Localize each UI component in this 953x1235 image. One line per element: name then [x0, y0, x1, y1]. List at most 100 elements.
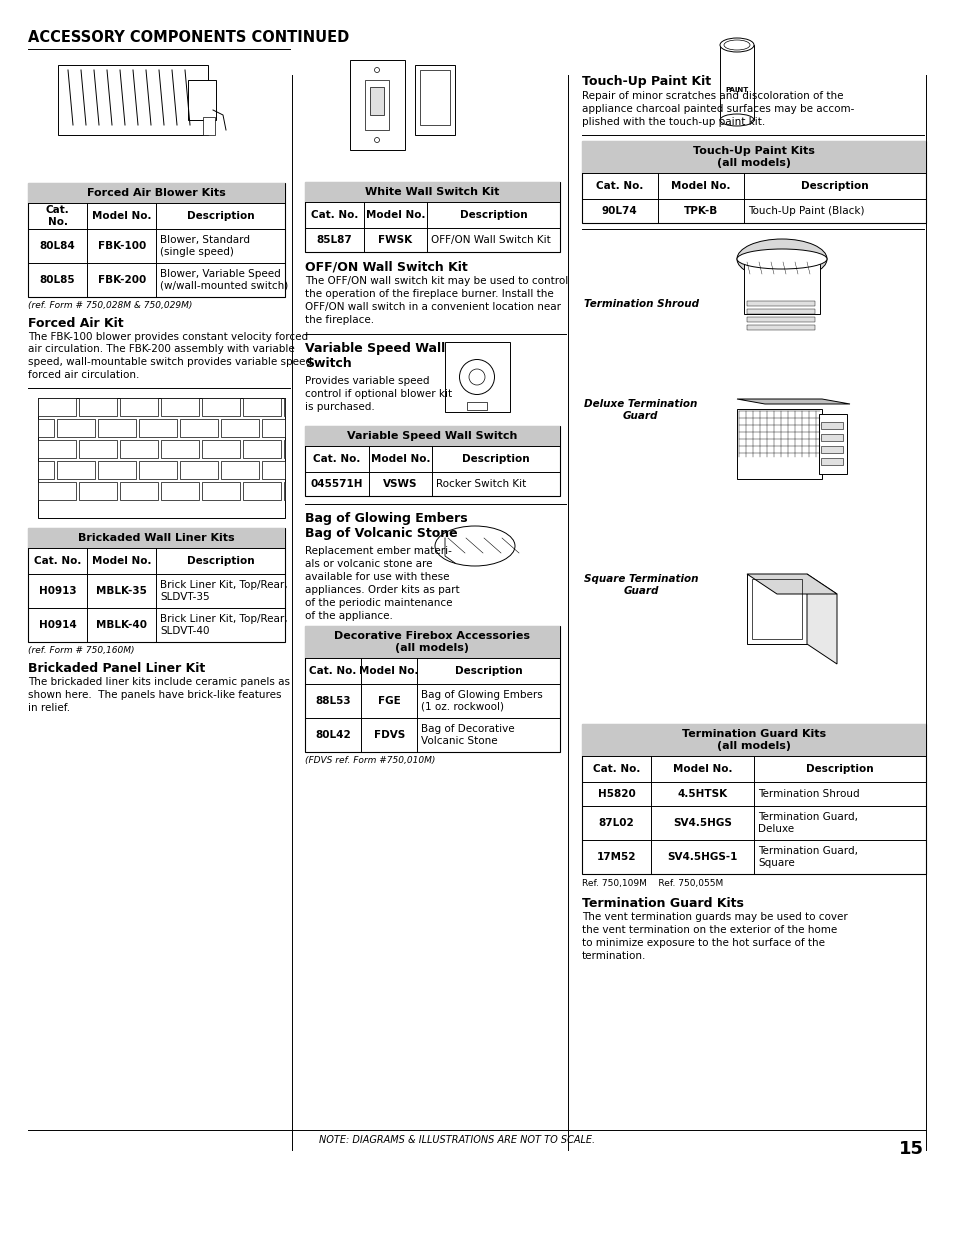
Bar: [818, 414, 846, 474]
Text: 17M52: 17M52: [596, 852, 636, 862]
Text: Cat. No.: Cat. No.: [592, 764, 639, 774]
Text: of the appliance.: of the appliance.: [305, 611, 393, 621]
Text: Model No.: Model No.: [359, 666, 418, 676]
Text: MBLK-40: MBLK-40: [96, 620, 147, 630]
Text: Touch-Up Paint (Black): Touch-Up Paint (Black): [747, 206, 863, 216]
Text: Decorative Firebox Accessories
(all models): Decorative Firebox Accessories (all mode…: [335, 631, 530, 653]
Text: Bag of Decorative
Volcanic Stone: Bag of Decorative Volcanic Stone: [421, 724, 515, 746]
Bar: [746, 317, 814, 322]
Text: (FDVS ref. Form #750,010M): (FDVS ref. Form #750,010M): [305, 756, 435, 764]
Text: Repair of minor scratches and discoloration of the: Repair of minor scratches and discolorat…: [581, 91, 842, 101]
Bar: [203, 117, 214, 135]
Bar: [243, 398, 281, 416]
Ellipse shape: [375, 137, 379, 142]
Text: Cat. No.: Cat. No.: [313, 454, 360, 464]
Bar: [821, 422, 842, 429]
Bar: [161, 482, 199, 500]
Text: Termination Shroud: Termination Shroud: [758, 789, 859, 799]
Text: is purchased.: is purchased.: [305, 403, 375, 412]
Text: appliances. Order kits as part: appliances. Order kits as part: [305, 585, 459, 595]
Bar: [415, 65, 455, 135]
Bar: [139, 461, 177, 479]
Text: Cat. No.: Cat. No.: [596, 182, 643, 191]
Text: H0913: H0913: [39, 585, 76, 597]
Bar: [38, 419, 54, 437]
Text: 80L84: 80L84: [40, 241, 75, 251]
Text: PAINT: PAINT: [724, 86, 748, 93]
Bar: [120, 482, 158, 500]
Text: plished with the touch-up paint kit.: plished with the touch-up paint kit.: [581, 117, 764, 127]
Text: 85L87: 85L87: [316, 235, 352, 245]
Text: FDVS: FDVS: [374, 730, 404, 740]
Text: Square Termination
Guard: Square Termination Guard: [583, 574, 698, 595]
Text: Rocker Switch Kit: Rocker Switch Kit: [436, 479, 526, 489]
Text: the vent termination on the exterior of the home: the vent termination on the exterior of …: [581, 925, 837, 935]
Text: OFF/ON wall switch in a convenient location near: OFF/ON wall switch in a convenient locat…: [305, 303, 560, 312]
Polygon shape: [737, 399, 849, 404]
Bar: [305, 626, 559, 752]
Text: air circulation. The FBK-200 assembly with variable: air circulation. The FBK-200 assembly wi…: [28, 345, 294, 354]
Bar: [305, 182, 559, 252]
Text: 88L53: 88L53: [314, 697, 351, 706]
Bar: [38, 398, 285, 517]
Text: The brickaded liner kits include ceramic panels as: The brickaded liner kits include ceramic…: [28, 677, 290, 687]
Bar: [28, 529, 285, 642]
Ellipse shape: [737, 249, 826, 269]
Text: Forced Air Kit: Forced Air Kit: [28, 317, 124, 330]
Text: Cat. No.: Cat. No.: [311, 210, 357, 220]
Text: termination.: termination.: [581, 951, 646, 961]
Bar: [305, 182, 559, 203]
Bar: [581, 724, 925, 874]
Bar: [262, 419, 285, 437]
Bar: [28, 529, 285, 548]
Text: Model No.: Model No.: [91, 211, 152, 221]
Bar: [188, 80, 215, 120]
Text: 87L02: 87L02: [598, 818, 634, 827]
Bar: [79, 482, 117, 500]
Bar: [284, 398, 285, 416]
Bar: [581, 141, 925, 224]
Bar: [305, 426, 559, 446]
Ellipse shape: [720, 114, 753, 126]
Text: to minimize exposure to the hot surface of the: to minimize exposure to the hot surface …: [581, 939, 824, 948]
Polygon shape: [806, 574, 836, 664]
Ellipse shape: [469, 369, 484, 385]
Text: Variable Speed Wall Switch: Variable Speed Wall Switch: [347, 431, 517, 441]
Bar: [202, 398, 240, 416]
Bar: [737, 409, 821, 479]
Text: Termination Shroud: Termination Shroud: [583, 299, 699, 309]
Text: OFF/ON Wall Switch Kit: OFF/ON Wall Switch Kit: [431, 235, 551, 245]
Bar: [243, 440, 281, 458]
Bar: [57, 461, 95, 479]
Text: The FBK-100 blower provides constant velocity forced: The FBK-100 blower provides constant vel…: [28, 332, 308, 342]
Text: MBLK-35: MBLK-35: [96, 585, 147, 597]
Bar: [720, 44, 753, 120]
Bar: [221, 419, 258, 437]
Text: White Wall Switch Kit: White Wall Switch Kit: [365, 186, 499, 198]
Bar: [180, 461, 218, 479]
Text: Description: Description: [187, 556, 254, 566]
Text: (ref. Form # 750,028M & 750,029M): (ref. Form # 750,028M & 750,029M): [28, 301, 193, 310]
Text: 15: 15: [898, 1140, 923, 1158]
Text: of the periodic maintenance: of the periodic maintenance: [305, 598, 452, 608]
Text: Description: Description: [462, 454, 530, 464]
Bar: [38, 440, 76, 458]
Ellipse shape: [720, 38, 753, 52]
Bar: [57, 419, 95, 437]
Bar: [284, 482, 285, 500]
Bar: [243, 482, 281, 500]
Text: TPK-B: TPK-B: [683, 206, 717, 216]
Bar: [746, 309, 814, 314]
Bar: [38, 398, 76, 416]
Bar: [98, 461, 136, 479]
Bar: [746, 325, 814, 330]
Text: FBK-100: FBK-100: [97, 241, 146, 251]
Bar: [38, 461, 54, 479]
Text: forced air circulation.: forced air circulation.: [28, 369, 139, 379]
Bar: [467, 403, 486, 410]
Bar: [79, 440, 117, 458]
Bar: [581, 724, 925, 756]
Text: Model No.: Model No.: [91, 556, 152, 566]
Text: NOTE: DIAGRAMS & ILLUSTRATIONS ARE NOT TO SCALE.: NOTE: DIAGRAMS & ILLUSTRATIONS ARE NOT T…: [318, 1135, 595, 1145]
Text: als or volcanic stone are: als or volcanic stone are: [305, 559, 432, 569]
